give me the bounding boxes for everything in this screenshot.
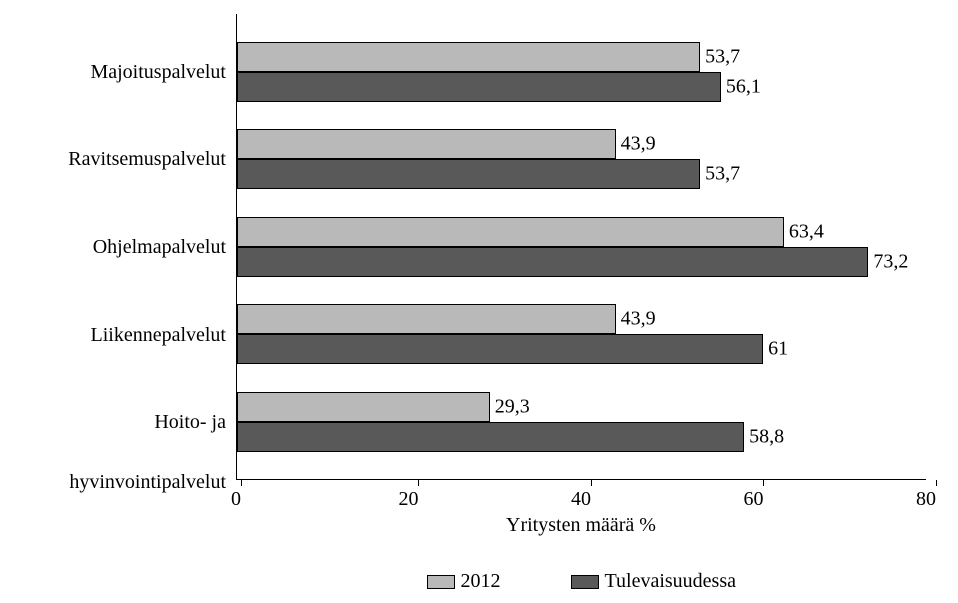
- bar-value-label: 73,2: [867, 250, 908, 273]
- bar-value-label: 63,4: [783, 220, 824, 243]
- legend: 2012 Tulevaisuudessa: [427, 570, 736, 593]
- x-tick: 80: [926, 480, 946, 511]
- bar-group: 53,756,1: [237, 42, 926, 102]
- legend-swatch: [427, 575, 455, 589]
- y-category-label: Majoituspalvelut: [0, 42, 226, 102]
- bar-value-label: 29,3: [489, 395, 530, 418]
- x-tick: 20: [409, 480, 429, 511]
- x-tick-label: 40: [571, 486, 591, 511]
- x-ticks: 020406080: [236, 480, 926, 500]
- plot-area: 53,756,143,953,763,473,243,96129,358,8: [236, 14, 926, 480]
- bar: 58,8: [237, 422, 744, 452]
- bar: 73,2: [237, 247, 868, 277]
- x-tick-label: 20: [399, 486, 419, 511]
- bar-group: 43,953,7: [237, 129, 926, 189]
- bar-group: 29,358,8: [237, 392, 926, 452]
- bar-value-label: 53,7: [699, 45, 740, 68]
- bar-group: 63,473,2: [237, 217, 926, 277]
- bar: 61: [237, 334, 763, 364]
- bar: 53,7: [237, 159, 700, 189]
- x-axis-label: Yritysten määrä %: [236, 514, 926, 537]
- legend-label: Tulevaisuudessa: [605, 570, 736, 593]
- bar-value-label: 53,7: [699, 163, 740, 186]
- x-tick-label: 60: [744, 486, 764, 511]
- x-tick: 40: [581, 480, 601, 511]
- bar-group: 43,961: [237, 304, 926, 364]
- x-tick: 0: [236, 480, 246, 511]
- bar-value-label: 61: [762, 338, 788, 361]
- x-tick: 60: [754, 480, 774, 511]
- bar: 63,4: [237, 217, 784, 247]
- legend-item: Tulevaisuudessa: [571, 570, 736, 593]
- bar: 43,9: [237, 304, 616, 334]
- bar: 43,9: [237, 129, 616, 159]
- x-tick-label: 80: [916, 486, 936, 511]
- y-category-labels: Majoituspalvelut Ravitsemuspalvelut Ohjelm…: [0, 14, 226, 480]
- x-tick-label: 0: [231, 486, 241, 511]
- bar-value-label: 56,1: [720, 75, 761, 98]
- legend-swatch: [571, 575, 599, 589]
- y-category-label: Ravitsemuspalvelut: [0, 129, 226, 189]
- y-category-label: Liikennepalvelut: [0, 305, 226, 365]
- bar: 29,3: [237, 392, 490, 422]
- bar-groups: 53,756,143,953,763,473,243,96129,358,8: [237, 14, 926, 479]
- bar: 56,1: [237, 72, 721, 102]
- chart: Majoituspalvelut Ravitsemuspalvelut Ohjelm…: [0, 0, 958, 603]
- bar: 53,7: [237, 42, 700, 72]
- bar-value-label: 43,9: [615, 308, 656, 331]
- legend-item: 2012: [427, 570, 501, 593]
- y-category-label: Ohjelmapalvelut: [0, 217, 226, 277]
- y-category-label: Hoito- ja hyvinvointipalvelut: [0, 392, 226, 452]
- legend-label: 2012: [461, 570, 501, 593]
- bar-value-label: 43,9: [615, 133, 656, 156]
- bar-value-label: 58,8: [743, 425, 784, 448]
